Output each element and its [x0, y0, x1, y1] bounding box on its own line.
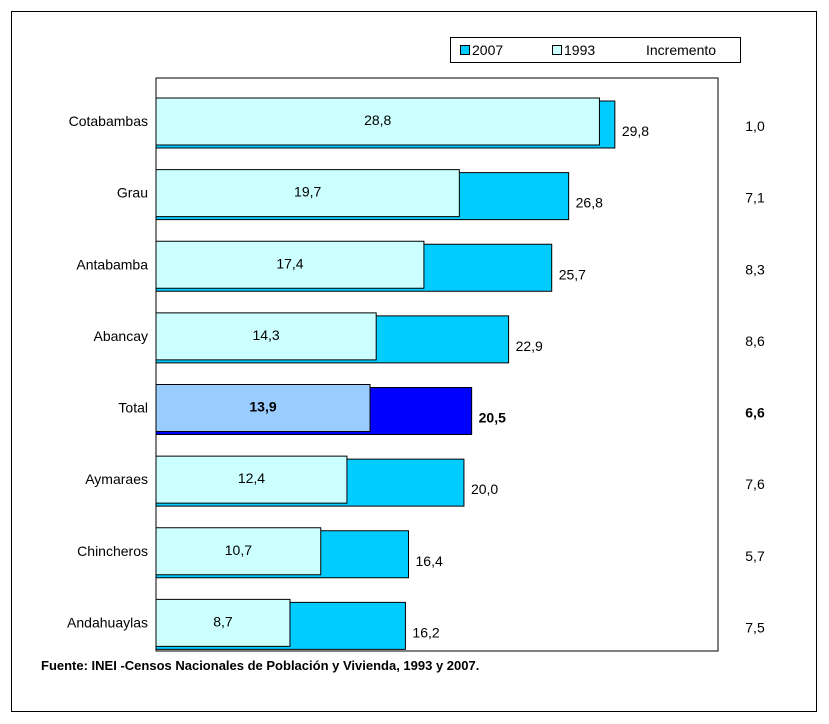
legend-swatch-2007 — [460, 45, 470, 55]
plot-area — [155, 77, 719, 652]
legend-label-2007: 2007 — [472, 42, 504, 58]
bar-1993-grau — [155, 169, 460, 218]
category-label-cotabambas: Cotabambas — [69, 113, 148, 129]
increment-label-total: 6,6 — [745, 405, 765, 421]
value-label-2007-abancay: 22,9 — [516, 338, 543, 354]
value-label-2007-antabamba: 25,7 — [559, 266, 586, 282]
chart-frame — [11, 11, 817, 712]
legend-item-incremento: Incremento — [646, 38, 716, 62]
value-label-1993-grau: 19,7 — [294, 184, 321, 200]
legend-swatch-1993 — [552, 45, 562, 55]
value-label-1993-antabamba: 17,4 — [276, 255, 303, 271]
bar-1993-antabamba — [155, 240, 425, 289]
value-label-1993-aymaraes: 12,4 — [238, 470, 265, 486]
value-label-1993-total: 13,9 — [249, 399, 276, 415]
value-label-2007-grau: 26,8 — [576, 195, 603, 211]
increment-label-cotabambas: 1,0 — [745, 118, 765, 134]
legend-label-incremento: Incremento — [646, 42, 717, 58]
legend-label-1993: 1993 — [564, 42, 596, 58]
value-label-1993-cotabambas: 28,8 — [364, 112, 391, 128]
bar-1993-andahuaylas — [155, 598, 291, 647]
bar-1993-total — [155, 384, 371, 432]
increment-label-aymaraes: 7,6 — [745, 476, 765, 492]
category-label-antabamba: Antabamba — [76, 256, 148, 272]
value-label-2007-andahuaylas: 16,2 — [412, 624, 439, 640]
value-label-1993-andahuaylas: 8,7 — [213, 613, 233, 629]
bar-1993-chincheros — [155, 527, 322, 576]
increment-label-abancay: 8,6 — [745, 333, 765, 349]
category-label-chincheros: Chincheros — [77, 543, 148, 559]
bar-1993-abancay — [155, 312, 377, 361]
value-label-2007-total: 20,5 — [479, 410, 506, 426]
bar-1993-cotabambas — [155, 97, 600, 146]
increment-label-chincheros: 5,7 — [745, 548, 765, 564]
chart-footnote: Fuente: INEI -Censos Nacionales de Pobla… — [41, 658, 480, 673]
bar-1993-aymaraes — [155, 455, 348, 504]
category-label-grau: Grau — [117, 185, 148, 201]
value-label-2007-chincheros: 16,4 — [416, 553, 443, 569]
value-label-2007-aymaraes: 20,0 — [471, 481, 498, 497]
increment-label-grau: 7,1 — [745, 190, 765, 206]
category-label-andahuaylas: Andahuaylas — [67, 614, 148, 630]
category-label-aymaraes: Aymaraes — [85, 471, 148, 487]
chart-legend: 2007 1993 Incremento — [450, 37, 741, 63]
category-label-total: Total — [118, 400, 148, 416]
value-label-1993-chincheros: 10,7 — [225, 542, 252, 558]
value-label-1993-abancay: 14,3 — [252, 327, 279, 343]
value-label-2007-cotabambas: 29,8 — [622, 123, 649, 139]
category-label-abancay: Abancay — [94, 328, 148, 344]
increment-label-andahuaylas: 7,5 — [745, 619, 765, 635]
increment-label-antabamba: 8,3 — [745, 261, 765, 277]
